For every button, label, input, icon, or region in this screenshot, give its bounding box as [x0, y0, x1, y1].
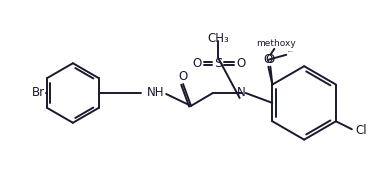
- Text: methoxy: methoxy: [256, 39, 296, 48]
- Text: O: O: [178, 70, 188, 83]
- Text: NH: NH: [147, 87, 164, 100]
- Text: O: O: [192, 57, 202, 70]
- Text: Br: Br: [32, 87, 45, 100]
- Text: S: S: [214, 57, 223, 70]
- Text: O: O: [266, 53, 275, 66]
- Text: methoxy: methoxy: [288, 51, 295, 52]
- Text: N: N: [237, 85, 246, 98]
- Text: Cl: Cl: [356, 124, 367, 137]
- Text: O: O: [236, 57, 245, 70]
- Text: O: O: [264, 53, 273, 66]
- Text: CH₃: CH₃: [207, 32, 229, 45]
